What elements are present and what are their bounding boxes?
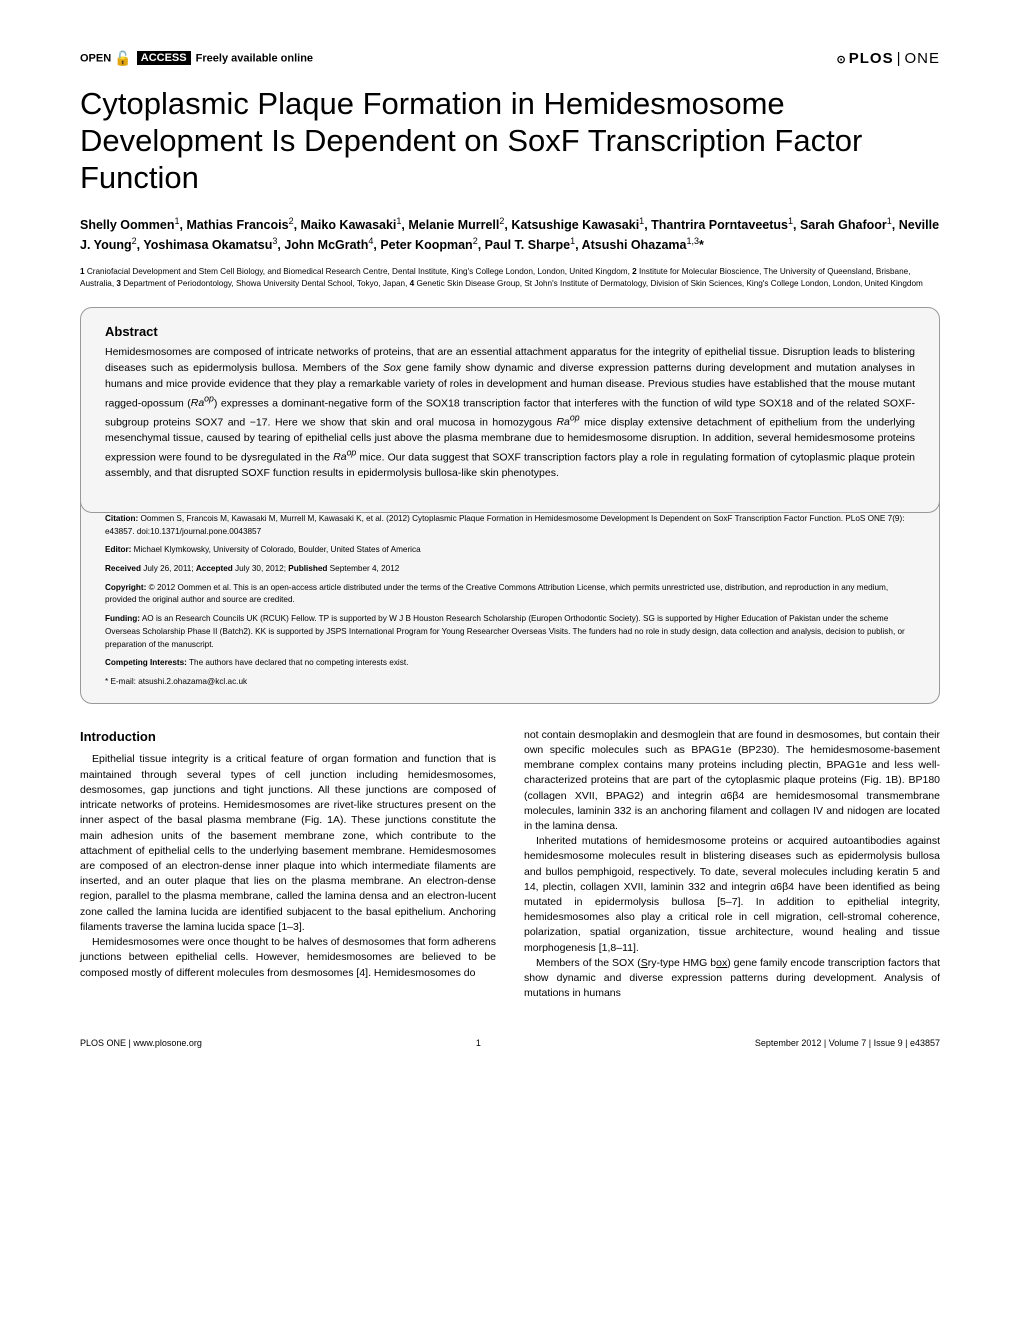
abstract-text: Hemidesmosomes are composed of intricate…	[105, 345, 915, 482]
footer-center: 1	[476, 1038, 481, 1048]
plos-dot-icon: ⊙	[837, 54, 847, 66]
citation-line: Citation: Oommen S, Francois M, Kawasaki…	[105, 513, 915, 538]
author-list: Shelly Oommen1, Mathias Francois2, Maiko…	[80, 215, 940, 256]
plos-one-text: ONE	[904, 50, 940, 67]
plos-divider: |	[897, 50, 902, 67]
right-column: not contain desmoplakin and desmoglein t…	[524, 728, 940, 1002]
intro-p1: Epithelial tissue integrity is a critica…	[80, 752, 496, 935]
intro-r1: not contain desmoplakin and desmoglein t…	[524, 728, 940, 835]
competing-line: Competing Interests: The authors have de…	[105, 657, 915, 670]
introduction-heading: Introduction	[80, 728, 496, 747]
oa-access-text: ACCESS	[137, 51, 191, 65]
received-line: Received July 26, 2011; Accepted July 30…	[105, 563, 915, 576]
intro-p2: Hemidesmosomes were once thought to be h…	[80, 935, 496, 981]
intro-r2: Inherited mutations of hemidesmosome pro…	[524, 834, 940, 956]
page-footer: PLOS ONE | www.plosone.org 1 September 2…	[80, 1034, 940, 1048]
abstract-heading: Abstract	[105, 324, 915, 339]
open-access-icon: 🔓	[114, 50, 131, 66]
funding-line: Funding: AO is an Research Councils UK (…	[105, 613, 915, 651]
oa-open-text: OPEN	[80, 52, 111, 64]
intro-r3: Members of the SOX (Sry-type HMG box) ge…	[524, 956, 940, 1002]
copyright-line: Copyright: © 2012 Oommen et al. This is …	[105, 582, 915, 607]
footer-left: PLOS ONE | www.plosone.org	[80, 1038, 202, 1048]
article-title: Cytoplasmic Plaque Formation in Hemidesm…	[80, 85, 940, 197]
journal-logo: ⊙PLOS|ONE	[837, 50, 940, 67]
body-columns: Introduction Epithelial tissue integrity…	[80, 728, 940, 1002]
editor-line: Editor: Michael Klymkowsky, University o…	[105, 544, 915, 557]
left-column: Introduction Epithelial tissue integrity…	[80, 728, 496, 1002]
footer-right: September 2012 | Volume 7 | Issue 9 | e4…	[755, 1038, 940, 1048]
article-meta: Citation: Oommen S, Francois M, Kawasaki…	[80, 501, 940, 704]
plos-text: PLOS	[849, 50, 894, 67]
open-access-badge: OPEN 🔓 ACCESS Freely available online	[80, 50, 313, 67]
page-header: OPEN 🔓 ACCESS Freely available online ⊙P…	[80, 50, 940, 67]
abstract-box: Abstract Hemidesmosomes are composed of …	[80, 307, 940, 513]
oa-tagline: Freely available online	[196, 52, 313, 64]
email-line: * E-mail: atsushi.2.ohazama@kcl.ac.uk	[105, 676, 915, 689]
affiliations: 1 Craniofacial Development and Stem Cell…	[80, 266, 940, 290]
